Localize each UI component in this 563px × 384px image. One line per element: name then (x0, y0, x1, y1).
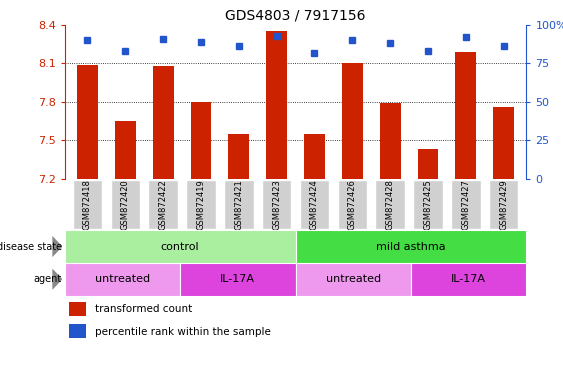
FancyBboxPatch shape (180, 263, 296, 296)
Bar (229, 134, 249, 179)
Text: IL-17A: IL-17A (451, 274, 486, 285)
Text: untreated: untreated (326, 274, 381, 285)
Polygon shape (52, 236, 62, 257)
Bar (115, 121, 136, 179)
FancyBboxPatch shape (300, 180, 329, 229)
FancyBboxPatch shape (296, 230, 526, 263)
Title: GDS4803 / 7917156: GDS4803 / 7917156 (225, 8, 366, 22)
FancyBboxPatch shape (149, 180, 178, 229)
Text: GSM872428: GSM872428 (386, 179, 395, 230)
Text: transformed count: transformed count (95, 304, 192, 314)
Text: agent: agent (34, 274, 62, 285)
Bar (380, 103, 401, 179)
FancyBboxPatch shape (110, 180, 140, 229)
Bar (153, 66, 173, 179)
Text: GSM872418: GSM872418 (83, 179, 92, 230)
Text: GSM872424: GSM872424 (310, 179, 319, 230)
FancyBboxPatch shape (262, 180, 292, 229)
Bar (493, 107, 514, 179)
Bar (69, 324, 86, 338)
Bar (190, 102, 211, 179)
Text: GSM872426: GSM872426 (348, 179, 357, 230)
Text: GSM872419: GSM872419 (196, 179, 205, 230)
Polygon shape (52, 268, 62, 290)
Bar (455, 52, 476, 179)
FancyBboxPatch shape (65, 230, 296, 263)
FancyBboxPatch shape (338, 180, 367, 229)
Text: untreated: untreated (95, 274, 150, 285)
Text: GSM872427: GSM872427 (461, 179, 470, 230)
Bar (418, 149, 439, 179)
Bar (304, 134, 325, 179)
Text: IL-17A: IL-17A (220, 274, 256, 285)
FancyBboxPatch shape (376, 180, 405, 229)
Bar (69, 301, 86, 316)
FancyBboxPatch shape (224, 180, 253, 229)
FancyBboxPatch shape (186, 180, 216, 229)
FancyBboxPatch shape (65, 263, 180, 296)
Bar (266, 31, 287, 179)
FancyBboxPatch shape (296, 263, 411, 296)
Text: GSM872420: GSM872420 (121, 179, 130, 230)
Text: GSM872425: GSM872425 (423, 179, 432, 230)
Text: GSM872423: GSM872423 (272, 179, 281, 230)
Bar (77, 65, 98, 179)
FancyBboxPatch shape (451, 180, 481, 229)
Text: GSM872421: GSM872421 (234, 179, 243, 230)
Text: GSM872422: GSM872422 (159, 179, 168, 230)
Text: percentile rank within the sample: percentile rank within the sample (95, 326, 271, 336)
FancyBboxPatch shape (73, 180, 102, 229)
Text: control: control (161, 242, 199, 252)
FancyBboxPatch shape (413, 180, 443, 229)
Text: mild asthma: mild asthma (376, 242, 446, 252)
FancyBboxPatch shape (489, 180, 519, 229)
Text: disease state: disease state (0, 242, 62, 252)
FancyBboxPatch shape (411, 263, 526, 296)
Bar (342, 63, 363, 179)
Text: GSM872429: GSM872429 (499, 179, 508, 230)
